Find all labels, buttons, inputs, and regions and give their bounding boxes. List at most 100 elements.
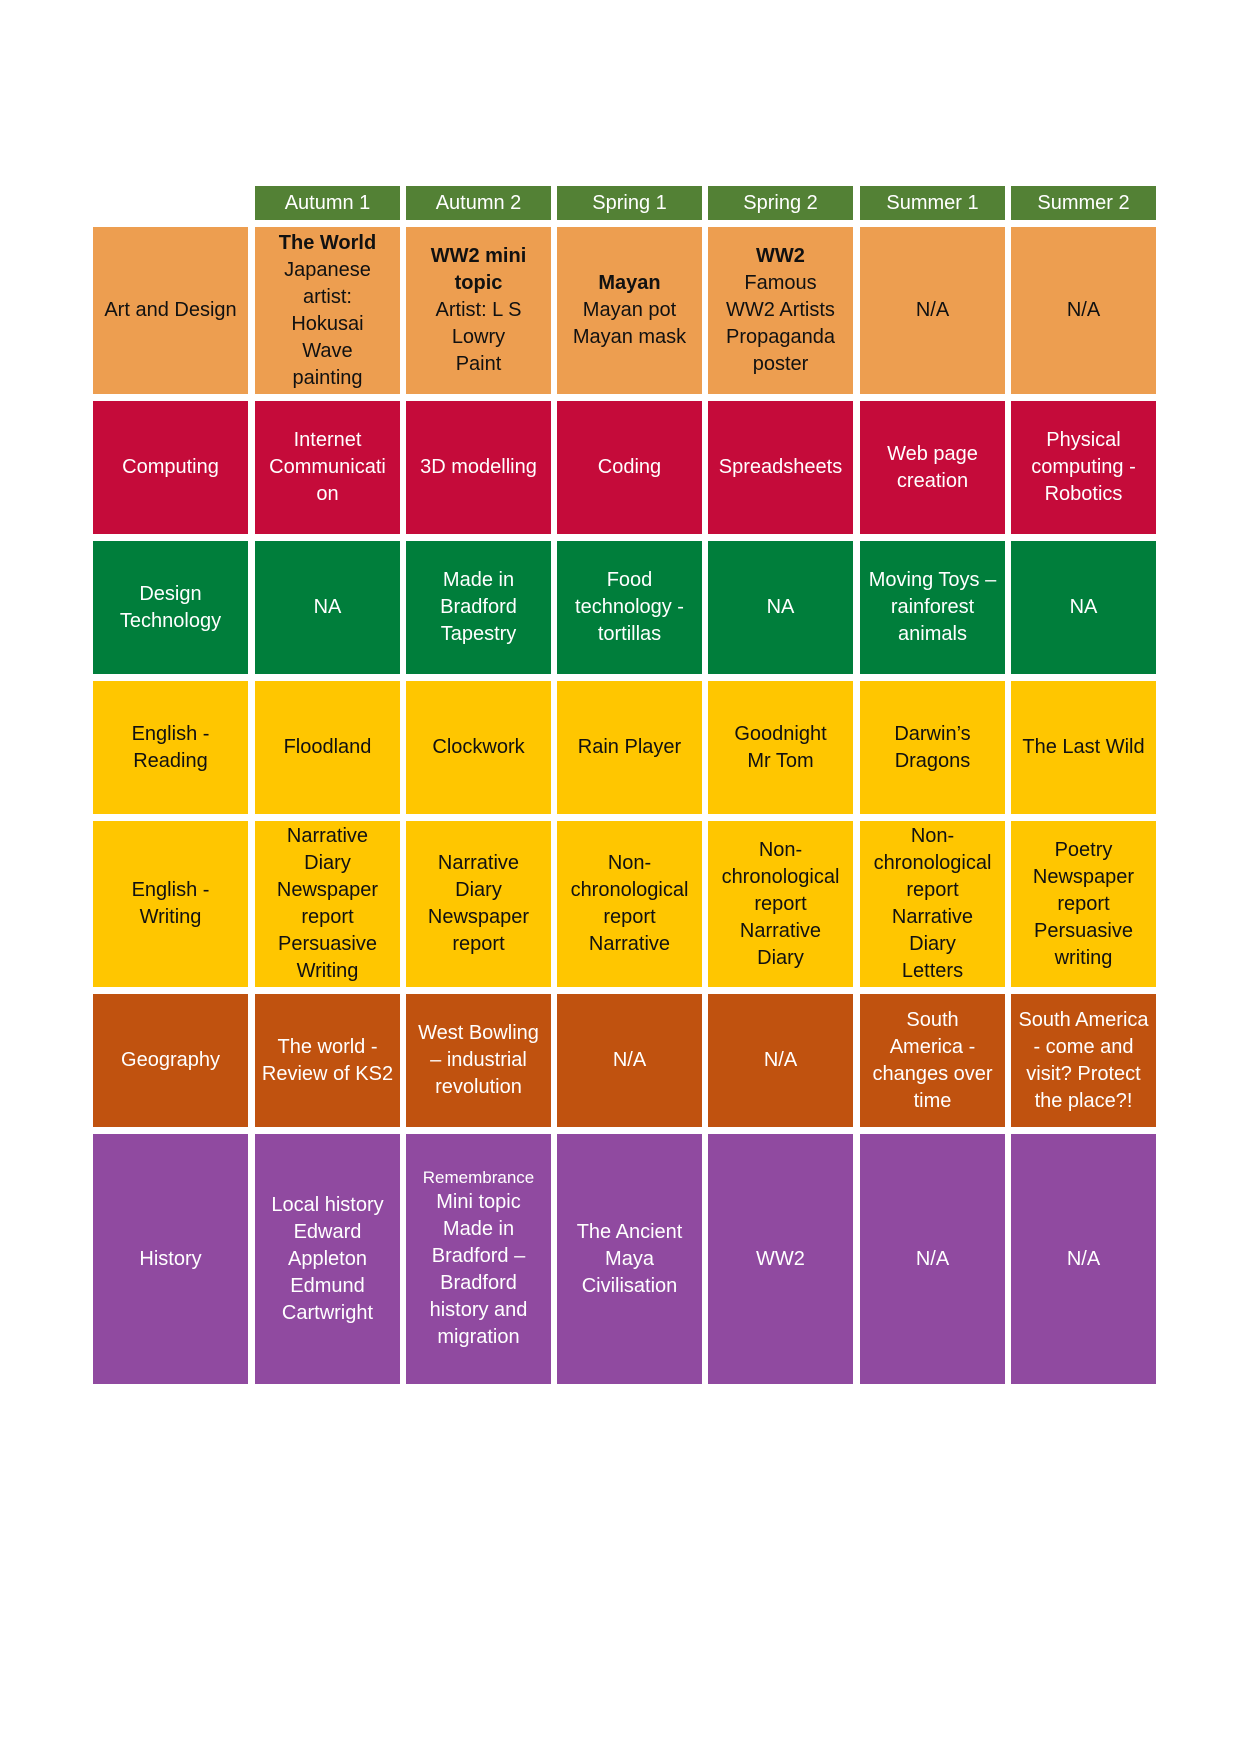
cell-text-line: N/A — [915, 299, 950, 321]
term-cell: Coding — [557, 401, 702, 534]
cell-text-line: Mayan mask — [572, 326, 687, 348]
term-header: Spring 2 — [708, 186, 853, 220]
term-header-label: Autumn 1 — [284, 191, 371, 214]
cell-text-line: Local history — [271, 1193, 384, 1216]
subject-label-cell: English - Writing — [93, 821, 248, 987]
cell-text-line: NA — [1069, 596, 1098, 618]
term-cell: Narrative Diary Newspaper report Persuasive W… — [255, 821, 400, 987]
term-cell: Narrative Diary Newspaper report — [406, 821, 551, 987]
term-cell: NA — [255, 541, 400, 674]
cell-text-line: Newspaper — [427, 906, 530, 928]
cell-text-line: Darwin’s — [894, 722, 971, 745]
term-cell: Poetry Newspaper report Persuasive writing — [1011, 821, 1156, 987]
cell-text-line: Wave — [302, 339, 353, 362]
cell-text-line: Remembrance — [422, 1167, 535, 1187]
cell-text-line: N/A — [612, 1049, 647, 1071]
term-header: Autumn 2 — [406, 186, 551, 220]
cell-text-line: Non- — [758, 838, 803, 861]
cell-text-line: Newspaper — [276, 879, 379, 901]
term-header: Summer 2 — [1011, 186, 1156, 220]
term-cell: The Ancient Maya Civilisation — [557, 1134, 702, 1384]
cell-text-line: Floodland — [283, 736, 372, 758]
cell-text-line: visit? Protect — [1026, 1062, 1141, 1085]
cell-text-line: Narrative — [588, 933, 671, 955]
term-cell: Spreadsheets — [708, 401, 853, 534]
subject-label-cell: English - Reading — [93, 681, 248, 814]
cell-text-line: chronological — [570, 879, 689, 901]
cell-text-line: topic — [454, 272, 503, 294]
term-cell: N/A — [1011, 227, 1156, 394]
term-cell: Non-chronological report Narrative Diary — [708, 821, 853, 987]
cell-text-line: Communicati — [269, 456, 386, 478]
cell-text-line: Poetry — [1054, 838, 1113, 861]
cell-text-line: Goodnight — [734, 722, 827, 745]
term-header-label: Spring 1 — [592, 191, 667, 214]
cell-text-line: Review of KS2 — [261, 1062, 394, 1085]
term-cell: N/A — [708, 994, 853, 1127]
term-header-label: Autumn 2 — [435, 191, 522, 214]
cell-text-line: South America — [1018, 1008, 1149, 1031]
cell-text-line: migration — [437, 1326, 520, 1349]
cell-text-line: Letters — [901, 960, 964, 982]
term-cell: Food technology - tortillas — [557, 541, 702, 674]
subject-label-line: Design — [139, 582, 202, 605]
cell-text-line: Civilisation — [581, 1274, 678, 1297]
cell-text-line: Famous — [744, 272, 817, 294]
cell-text-line: on — [316, 483, 339, 505]
cell-text-line: N/A — [763, 1049, 798, 1071]
cell-text-line: Mini topic — [436, 1191, 521, 1214]
term-cell: WW2 — [708, 1134, 853, 1384]
cell-text-line: Diary — [455, 879, 502, 901]
cell-text-line: Narrative — [739, 919, 822, 942]
cell-text-line: history and — [429, 1299, 528, 1322]
subject-label-line: Reading — [133, 749, 208, 772]
cell-text-line: Diary — [304, 852, 351, 874]
term-header: Summer 1 — [860, 186, 1005, 220]
cell-text-line: Non- — [607, 852, 652, 874]
cell-text-line: Bradford – — [431, 1245, 526, 1268]
cell-text-line: WW2 — [756, 245, 805, 267]
term-cell: N/A — [860, 227, 1005, 394]
subject-label-line: Writing — [139, 906, 202, 928]
cell-text-line: NA — [766, 596, 795, 618]
subject-label-line: English - — [131, 879, 210, 901]
term-cell: South America - come and visit? Protect the… — [1011, 994, 1156, 1127]
cell-text-line: poster — [752, 353, 809, 375]
cell-text-line: Lowry — [451, 326, 506, 348]
term-cell: Local history Edward Appleton Edmund Cartwri… — [255, 1134, 400, 1384]
cell-text-line: Mr Tom — [747, 749, 814, 772]
subject-label: Computing — [122, 456, 219, 478]
cell-text-line: Bradford — [440, 596, 517, 618]
term-cell: Made in Bradford Tapestry — [406, 541, 551, 674]
cell-text-line: changes over — [872, 1062, 993, 1085]
term-cell: Non-chronological report Narrative Diary Let… — [860, 821, 1005, 987]
cell-text-line: NA — [313, 596, 342, 618]
cell-text-line: Mayan — [598, 272, 661, 294]
cell-text-line: Internet — [293, 429, 362, 451]
cell-text-line: Diary — [909, 933, 956, 955]
cell-text-line: WW2 — [756, 1247, 805, 1270]
cell-text-line: Moving Toys – — [868, 569, 997, 591]
cell-text-line: Narrative — [891, 906, 974, 928]
cell-text-line: Japanese — [284, 258, 371, 281]
cell-text-line: Clockwork — [432, 736, 525, 758]
cell-text-line: technology - — [575, 596, 684, 618]
term-cell: The Last Wild — [1011, 681, 1156, 814]
cell-text-line: – industrial — [430, 1049, 527, 1071]
cell-text-line: report — [754, 892, 807, 915]
cell-text-line: Newspaper — [1032, 865, 1135, 888]
cell-text-line: Robotics — [1044, 483, 1123, 505]
cell-text-line: animals — [898, 623, 967, 645]
cell-text-line: Edward — [293, 1220, 362, 1243]
cell-text-line: artist: — [303, 285, 352, 308]
term-cell: South America - changes over time — [860, 994, 1005, 1127]
term-cell: West Bowling – industrial revolution — [406, 994, 551, 1127]
cell-text-line: time — [913, 1089, 952, 1112]
term-cell: WW2 mini topic Artist: L S Lowry Paint — [406, 227, 551, 394]
subject-label-cell: Art and Design — [93, 227, 248, 394]
cell-text-line: chronological — [721, 865, 840, 888]
term-cell: Clockwork — [406, 681, 551, 814]
term-header-label: Spring 2 — [743, 191, 818, 214]
cell-text-line: Rain Player — [577, 736, 682, 758]
term-cell: N/A — [1011, 1134, 1156, 1384]
